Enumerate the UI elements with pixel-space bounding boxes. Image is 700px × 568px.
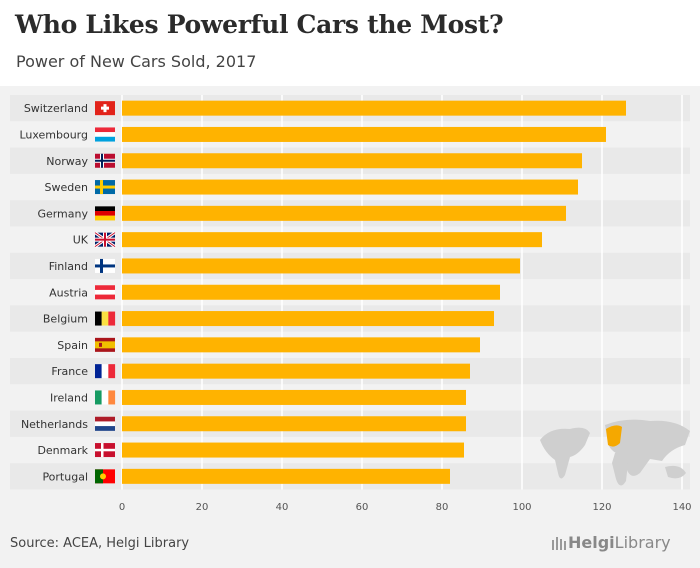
bar <box>122 179 578 195</box>
category-label: Denmark <box>37 444 88 457</box>
bar <box>122 126 606 142</box>
helgi-logo-icon <box>552 537 566 550</box>
bar <box>122 232 542 248</box>
bar <box>122 363 470 379</box>
x-tick-label: 100 <box>512 502 531 513</box>
header: Who Likes Powerful Cars the Most? Power … <box>0 0 700 86</box>
world-map-icon <box>540 419 690 486</box>
category-label: Portugal <box>42 470 88 483</box>
category-label: Austria <box>49 286 88 299</box>
category-label: Ireland <box>50 391 88 404</box>
category-label: Netherlands <box>21 418 88 431</box>
x-tick-label: 0 <box>119 502 125 513</box>
category-label: Finland <box>49 260 88 273</box>
brand-name: Helgi <box>568 533 615 552</box>
flag-es-icon <box>95 337 115 352</box>
flag-de-icon <box>95 206 115 221</box>
bar <box>122 311 494 327</box>
x-tick-label: 60 <box>356 502 369 513</box>
flag-ie-icon <box>95 390 116 405</box>
category-label: Luxembourg <box>19 128 88 141</box>
bar <box>122 468 450 484</box>
flag-be-icon <box>95 311 116 326</box>
category-label: Belgium <box>43 313 88 326</box>
x-tick-label: 20 <box>196 502 209 513</box>
bar <box>122 284 500 300</box>
bar <box>122 416 466 432</box>
flag-nl-icon <box>95 416 115 431</box>
flag-fi-icon <box>95 258 115 273</box>
bar <box>122 153 582 169</box>
x-tick-label: 80 <box>436 502 449 513</box>
bar <box>122 258 520 274</box>
x-tick-label: 40 <box>276 502 289 513</box>
category-label: France <box>51 365 88 378</box>
flag-fr-icon <box>95 364 116 379</box>
bar <box>122 205 566 221</box>
flag-se-icon <box>95 180 115 195</box>
flag-dk-icon <box>95 443 115 458</box>
bar <box>122 442 464 458</box>
category-label: Switzerland <box>24 102 88 115</box>
category-label: Germany <box>37 207 88 220</box>
flag-uk-icon <box>94 231 116 248</box>
brand-suffix: Library <box>614 533 671 552</box>
x-tick-label: 140 <box>672 502 691 513</box>
flag-no-icon <box>95 153 115 168</box>
category-label: UK <box>73 234 89 247</box>
brand-logo: HelgiLibrary <box>568 533 671 552</box>
bar <box>122 389 466 405</box>
chart-subtitle: Power of New Cars Sold, 2017 <box>16 52 257 71</box>
flag-lu-icon <box>95 127 115 142</box>
flag-ch-icon <box>95 101 115 116</box>
x-tick-label: 120 <box>592 502 611 513</box>
source-note: Source: ACEA, Helgi Library <box>10 536 190 551</box>
flag-at-icon <box>95 285 115 300</box>
flag-pt-icon <box>95 469 115 484</box>
category-label: Spain <box>57 339 88 352</box>
bar <box>122 337 480 353</box>
chart-title: Who Likes Powerful Cars the Most? <box>15 10 504 39</box>
category-label: Norway <box>46 155 88 168</box>
bar <box>122 100 626 116</box>
category-label: Sweden <box>45 181 88 194</box>
